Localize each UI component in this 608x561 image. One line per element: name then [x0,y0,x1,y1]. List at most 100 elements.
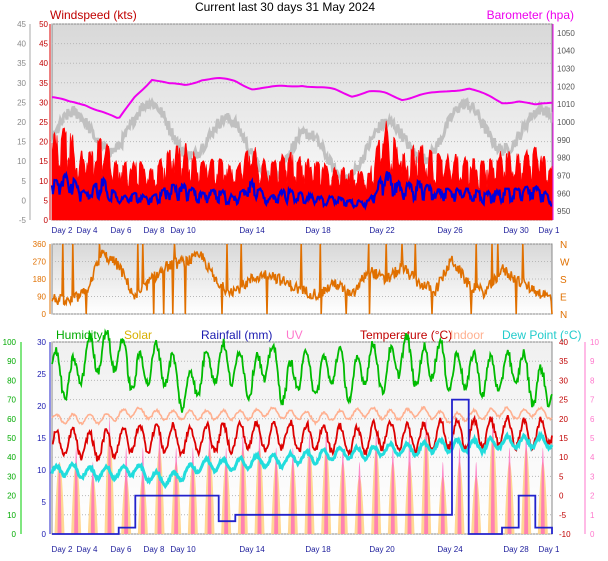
temp-tick: 5 [559,472,564,481]
wind-tick-outer: 0 [22,196,27,205]
direction-compass-label: N [560,310,567,321]
direction-tick: 180 [33,275,47,284]
uv-day [474,462,479,534]
x-label-top: Day 14 [239,226,265,235]
uv-day [357,462,362,534]
wind-tick-outer: 5 [22,177,27,186]
x-label-top: Day 30 [503,226,529,235]
baro-tick: 1010 [557,100,575,109]
baro-tick: 950 [557,207,571,216]
uv-tick: 4 [590,453,595,462]
uv-day [290,447,295,534]
barometer-series [51,76,553,119]
uv-tick: 1 [590,511,595,520]
direction-tick: 360 [33,240,47,249]
humidity-tick: 100 [3,338,17,347]
uv-tick: 2 [590,492,595,501]
legend-humidity: Humidity [56,328,103,342]
rain-tick: 15 [37,434,46,443]
direction-tick: 90 [37,293,46,302]
baro-tick: 970 [557,171,571,180]
direction-compass-label: N [560,240,567,251]
pressure-trend-band [50,96,554,187]
uv-day [340,447,345,534]
legend-solar: Solar [124,328,152,342]
temp-tick: 35 [559,357,568,366]
x-label-bottom: Day 1 [539,545,560,554]
uv-day [174,447,179,534]
uv-day [274,447,279,534]
baro-tick: 990 [557,136,571,145]
wind-tick-inner: 35 [39,79,48,88]
wind-tick-outer: 40 [17,40,26,49]
direction-tick: 270 [33,258,47,267]
uv-day [157,433,162,534]
wind-tick-inner: 40 [39,59,48,68]
x-label-bottom: Day 6 [111,545,132,554]
legend-uv: UV [286,328,303,342]
wind-tick-outer: 25 [17,98,26,107]
uv-day [457,447,462,534]
wind-tick-inner: 50 [39,20,48,29]
x-label-bottom: Day 20 [369,545,395,554]
baro-tick: 1000 [557,118,575,127]
rain-tick: 25 [37,370,46,379]
wind-tick-inner: 10 [39,177,48,186]
rain-tick: 30 [37,338,46,347]
uv-day [57,462,62,534]
rain-tick: 0 [42,530,47,539]
x-label-bottom: Day 24 [437,545,463,554]
uv-day [307,433,312,534]
uv-day [440,462,445,534]
uv-day [524,433,529,534]
uv-day [390,447,395,534]
uv-tick: 9 [590,357,595,366]
wind-average-series [50,170,553,211]
wind-tick-inner: 5 [44,196,49,205]
direction-compass-label: E [560,293,567,304]
x-label-bottom: Day 2 [52,545,73,554]
humidity-tick: 60 [7,415,16,424]
temp-tick: 20 [559,415,568,424]
uv-tick: 6 [590,415,595,424]
uv-day [407,433,412,534]
uv-day [490,418,495,534]
baro-tick: 960 [557,189,571,198]
wind-tick-outer: 20 [17,118,26,127]
temp-tick: 0 [559,492,564,501]
wind-legend: Windspeed (kts) [50,8,137,22]
humidity-tick: 70 [7,396,16,405]
x-label-bottom: Day 10 [170,545,196,554]
wind-tick-outer: 45 [17,20,26,29]
temp-tick: 10 [559,453,568,462]
temp-tick: -5 [559,511,567,520]
uv-day [224,447,229,534]
humidity-tick: 30 [7,472,16,481]
wind-tick-inner: 45 [39,40,48,49]
wind-tick-outer: 35 [17,59,26,68]
uv-tick: 0 [590,530,595,539]
baro-tick: 1030 [557,65,575,74]
uv-day [540,447,545,534]
chart-title: Current last 30 days 31 May 2024 [195,0,375,14]
direction-compass-label: S [560,275,567,286]
rainfall-series [52,398,553,535]
humidity-tick: 90 [7,357,16,366]
baro-tick: 1040 [557,47,575,56]
x-label-top: Day 4 [77,226,98,235]
wind-tick-outer: 10 [17,157,26,166]
x-label-top: Day 22 [369,226,395,235]
baro-legend: Barometer (hpa) [487,8,574,22]
uv-tick: 3 [590,472,595,481]
baro-tick: 980 [557,154,571,163]
uv-day [507,447,512,534]
x-label-top: Day 8 [144,226,165,235]
humidity-tick: 40 [7,453,16,462]
humidity-tick: 50 [7,434,16,443]
x-label-top: Day 26 [437,226,463,235]
legend-indoor: Indoor [450,328,484,342]
wind-tick-outer: 15 [17,138,26,147]
x-label-bottom: Day 8 [144,545,165,554]
x-label-top: Day 18 [305,226,331,235]
